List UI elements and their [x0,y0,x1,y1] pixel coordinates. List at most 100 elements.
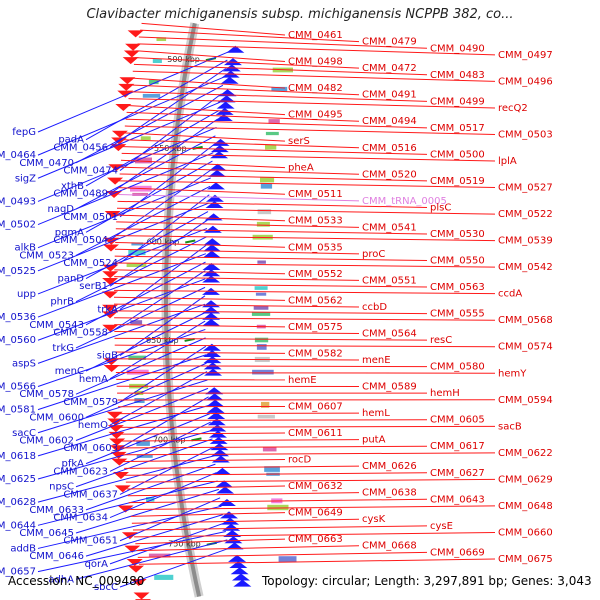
reverse-gene-arrow [228,554,247,562]
forward-gene-arrow [103,364,120,372]
leader-line [123,139,360,149]
leader-line [37,303,206,364]
forward-gene-arrow [124,545,141,553]
forward-gene-arrow [121,532,138,540]
feature-stripe [265,131,279,136]
forward-gene-arrow [133,592,150,600]
feature-stripe [136,454,153,458]
gene-label: CMM_0503 [498,129,553,140]
gene-label: hemL [362,408,390,419]
feature-stripe [253,305,269,310]
leader-line [133,63,428,76]
reverse-gene-arrow [206,399,225,407]
feature-stripe [260,183,273,189]
gene-label: ccdA [498,289,522,300]
gene-label: CMM_0560 [0,335,36,346]
leader-line [128,498,428,504]
gene-label: rocD [288,455,312,466]
leader-line [137,551,428,558]
tick-label: 600 kbp [147,237,180,246]
feature-stripe [255,292,267,296]
leader-line [118,187,286,195]
gene-label: hemO [78,420,108,431]
reverse-gene-arrow [231,573,250,581]
gene-label: CMM_0675 [498,554,553,565]
forward-gene-arrow [102,291,119,299]
gene-label: sacC [12,428,36,439]
leader-line [124,472,428,476]
gene-label: CMM_0605 [430,415,485,426]
forward-gene-arrow [102,304,119,312]
leader-line [114,255,428,262]
tick-mark [185,239,196,244]
feature-stripe [251,311,271,316]
gene-label: CMM_0491 [362,90,417,101]
gene-label: CMM_0617 [430,441,485,452]
reverse-gene-arrow [219,511,238,519]
reverse-gene-arrow [207,412,226,420]
leader-line [114,289,496,295]
leader-line [75,539,228,580]
gene-label: CMM_0582 [288,348,343,359]
reverse-gene-arrow [223,58,242,66]
gene-label: CMM_0555 [430,309,485,320]
gene-label: CMM_0643 [430,494,485,505]
feature-stripe [261,401,270,408]
leader-line [114,269,286,275]
gene-label: CMM_0644 [0,520,36,531]
leader-line [109,219,208,287]
gene-label: CMM_0552 [288,269,343,280]
gene-label: CMM_0625 [0,474,36,485]
gene-label: CMM_0551 [362,275,417,286]
gene-label: addB [10,543,36,554]
reverse-gene-arrow [211,455,230,463]
gene-label: hemH [430,388,460,399]
gene-label: xthB [61,181,84,192]
leader-line [114,262,496,268]
reverse-gene-arrow [205,194,224,202]
leader-line [122,452,496,456]
reverse-gene-arrow [207,418,226,426]
reverse-gene-arrow [206,182,225,190]
reverse-gene-arrow [206,405,225,413]
gene-label: trkA [97,304,118,315]
gene-label: CMM_0494 [362,116,417,127]
leader-line [114,283,428,288]
forward-gene-arrow [112,472,129,479]
forward-gene-arrow [106,411,123,419]
reverse-gene-arrow [203,238,222,246]
label-leader-lines [37,22,496,588]
gene-label: CMM_0500 [430,149,485,160]
tick-mark [184,337,195,342]
forward-gene-arrow [125,43,142,51]
reverse-gene-arrow [225,542,244,550]
leader-line [75,236,207,303]
leader-line [138,36,428,49]
gene-label: trkG [52,343,74,354]
gene-label: lplA [498,156,517,167]
leader-line [114,303,360,308]
gene-label: CMM_0474 [63,166,118,177]
forward-gene-arrow [115,103,132,111]
leader-line [75,488,220,534]
leader-line [115,228,428,235]
gene-label: CMM_0603 [63,443,118,454]
gene-label: CMM_0516 [362,143,417,154]
leader-line [124,465,360,469]
gene-label: CMM_0663 [288,534,343,545]
leader-line [37,455,215,503]
tick-label: 750 kbp [168,540,201,549]
feature-stripe [136,440,150,446]
forward-gene-arrow [117,505,134,513]
feature-stripe [148,553,171,558]
leader-line [120,159,286,169]
feature-stripe [271,86,288,92]
leader-line [140,29,360,43]
leader-line [75,84,224,164]
leader-line [117,200,428,208]
forward-gene-arrow [123,50,140,58]
gene-label: CMM_0646 [29,551,84,562]
gene-label: CMM_0499 [430,96,485,107]
genome-summary-text: Topology: circular; Length: 3,297,891 bp… [262,574,592,588]
leader-line [119,425,496,428]
